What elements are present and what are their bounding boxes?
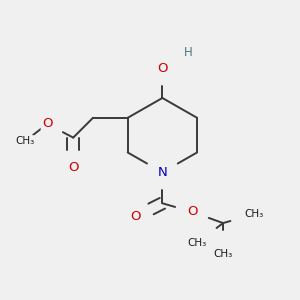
Text: CH₃: CH₃ bbox=[213, 249, 233, 259]
Text: O: O bbox=[187, 206, 197, 218]
Text: CH₃: CH₃ bbox=[188, 238, 207, 248]
Text: N: N bbox=[158, 166, 167, 179]
Text: CH₃: CH₃ bbox=[15, 136, 34, 146]
Text: O: O bbox=[130, 210, 140, 224]
Text: CH₃: CH₃ bbox=[244, 209, 264, 219]
Text: O: O bbox=[42, 118, 52, 130]
Text: H: H bbox=[184, 46, 193, 59]
Text: O: O bbox=[157, 62, 168, 75]
Text: O: O bbox=[68, 161, 79, 174]
